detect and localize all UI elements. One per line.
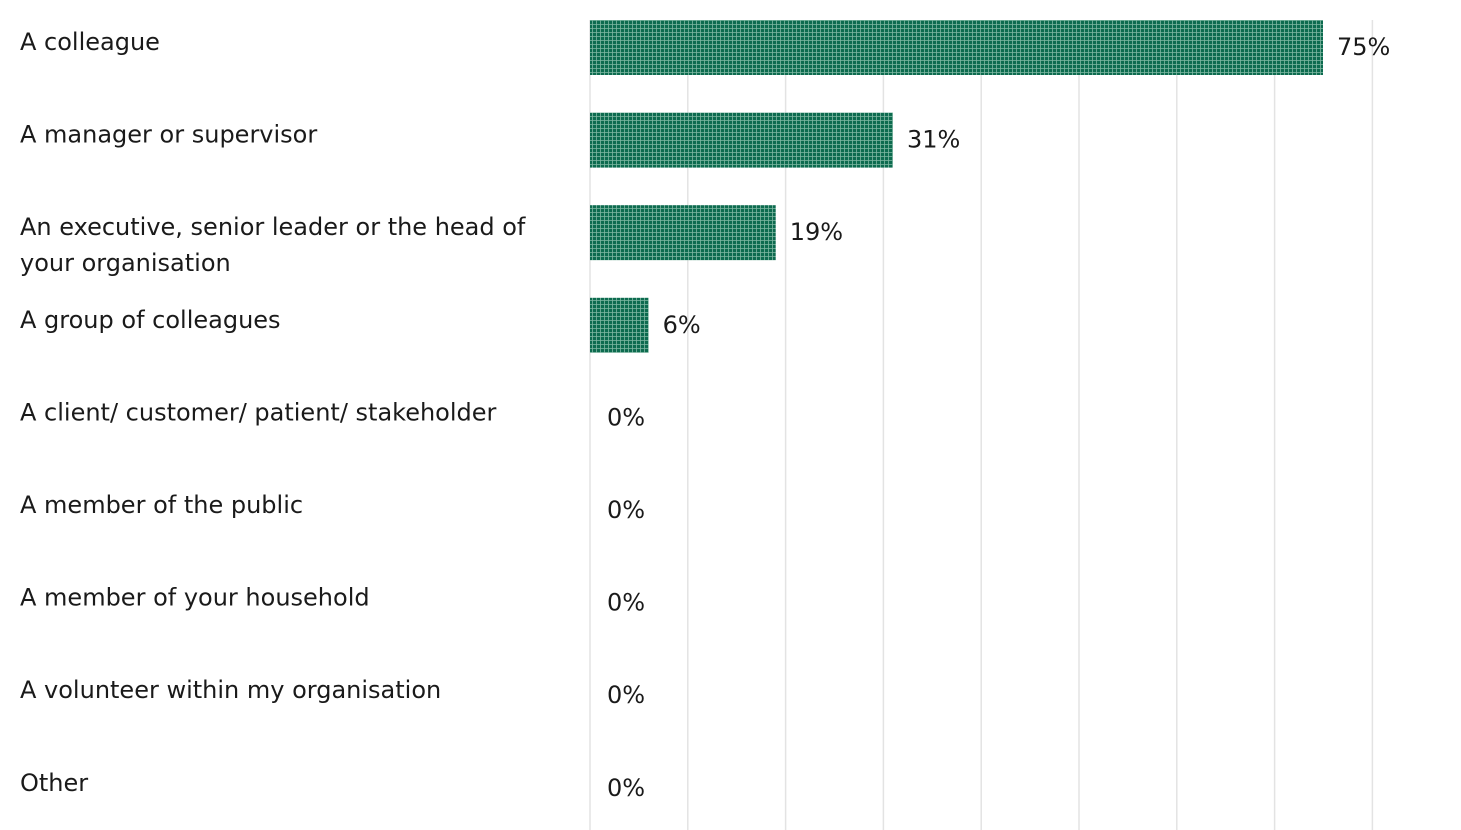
value-label-4: 0% — [607, 403, 645, 431]
value-label-3: 6% — [663, 311, 701, 339]
category-label-8: Other — [20, 769, 88, 797]
value-label-6: 0% — [607, 589, 645, 617]
category-label-1: A manager or supervisor — [20, 121, 317, 149]
category-label-4: A client/ customer/ patient/ stakeholder — [20, 398, 497, 426]
bar-3 — [590, 297, 649, 353]
category-label-3: A group of colleagues — [20, 306, 281, 334]
bar-0 — [590, 20, 1323, 75]
value-label-5: 0% — [607, 496, 645, 524]
category-label-0: A colleague — [20, 28, 160, 56]
value-label-8: 0% — [607, 774, 645, 802]
value-label-7: 0% — [607, 681, 645, 709]
category-labels: A colleague A manager or supervisor An exe… — [20, 28, 526, 797]
value-labels: 75% 31% 19% 6% 0% 0% 0% 0% 0% — [607, 33, 1390, 802]
category-label-5: A member of the public — [20, 491, 303, 519]
category-label-2: An executive, senior leader or the head … — [20, 213, 526, 277]
bar-1 — [590, 112, 893, 168]
value-label-1: 31% — [907, 126, 960, 154]
category-label-6: A member of your household — [20, 584, 370, 612]
value-label-2: 19% — [790, 218, 843, 246]
bars — [590, 20, 1323, 353]
value-label-0: 75% — [1337, 33, 1390, 61]
bar-2 — [590, 205, 776, 261]
category-label-7: A volunteer within my organisation — [20, 676, 441, 704]
